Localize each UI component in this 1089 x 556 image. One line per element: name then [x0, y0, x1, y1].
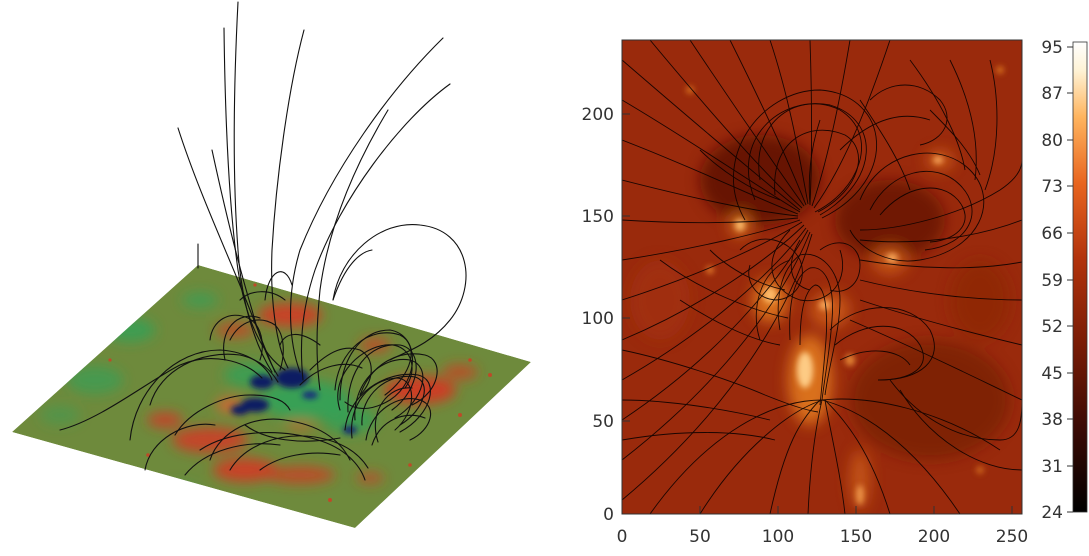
colorbar-tick-label: 38 [1041, 410, 1063, 430]
colorbar-tick-label: 52 [1041, 317, 1063, 337]
right-image-panel: 0 50 100 150 200 250 0 50 100 150 200 [560, 0, 1089, 552]
field-lines [59, 1, 467, 481]
y-tick-label: 100 [582, 309, 614, 329]
y-tick-label: 0 [603, 505, 614, 525]
intensity-image [622, 40, 1022, 514]
colorbar-tick-label: 80 [1041, 131, 1063, 151]
x-tick-label: 50 [689, 527, 711, 547]
colorbar-labels: 95 87 80 73 66 59 52 45 38 31 24 [1041, 38, 1063, 523]
x-tick-label: 150 [840, 527, 872, 547]
x-tick-label: 100 [762, 527, 794, 547]
field-line-3d-plot [12, 1, 531, 528]
left-3d-panel [0, 0, 540, 552]
field-line-overlay-plot: 0 50 100 150 200 250 0 50 100 150 200 [582, 38, 1088, 547]
x-tick-label: 0 [617, 527, 628, 547]
x-axis-labels: 0 50 100 150 200 250 [617, 527, 1029, 547]
colorbar-tick-label: 24 [1041, 503, 1063, 523]
field-lines-overlay [622, 40, 1022, 514]
colorbar-tick-label: 87 [1041, 84, 1063, 104]
y-axis-labels: 0 50 100 150 200 [582, 105, 614, 525]
y-tick-label: 150 [582, 207, 614, 227]
magnetogram-plane [12, 265, 531, 528]
colorbar-tick-label: 66 [1041, 224, 1063, 244]
colorbar-tick-label: 59 [1041, 271, 1063, 291]
image-frame [621, 39, 1023, 515]
colorbar-ticks [1067, 46, 1073, 513]
y-tick-label: 200 [582, 105, 614, 125]
x-tick-label: 200 [918, 527, 950, 547]
colorbar-tick-label: 31 [1041, 457, 1063, 477]
colorbar-tick-label: 73 [1041, 177, 1063, 197]
colorbar-tick-label: 45 [1041, 364, 1063, 384]
colorbar [1072, 41, 1088, 513]
colorbar-tick-label: 95 [1041, 38, 1063, 58]
x-tick-label: 250 [996, 527, 1028, 547]
y-tick-label: 50 [592, 412, 614, 432]
axis-ticks [621, 113, 1013, 515]
